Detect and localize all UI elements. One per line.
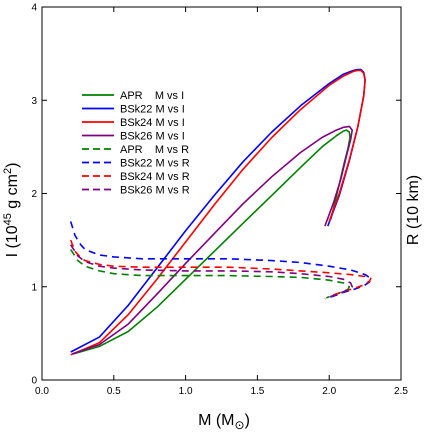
x-tick-label: 1.0 [179,386,193,397]
legend-label: BSk22 M vs I [120,104,185,116]
y-tick-label: 4 [31,3,37,14]
series-line-bsk22-m-vs-i [70,68,366,353]
y-tick-label: 3 [31,96,37,107]
legend-label: BSk26 M vs I [120,131,185,143]
x-tick-label: 0.0 [35,386,49,397]
legend-label: APR M vs I [120,90,184,102]
x-tick-label: 1.5 [250,386,264,397]
y-tick-label: 1 [31,282,37,293]
ticks-layer: 0.0 0.5 1.0 1.5 2.0 2.5 0 1 2 3 4 [31,3,408,398]
series-line-bsk26-m-vs-r [70,244,354,300]
y-axis-right-label: R (10 km) [405,175,422,245]
y-tick-label: 0 [31,376,37,387]
x-axis-label: M (M⊙) [198,412,250,432]
x-tick-label: 2.5 [394,386,408,397]
series-line-bsk24-m-vs-i [70,69,366,356]
series-line-bsk26-m-vs-i [71,125,354,355]
x-tick-label: 0.5 [107,386,121,397]
y-axis-left-label-sup2: 2 [2,168,14,174]
legend-label: BSk24 M vs R [120,171,190,183]
legend-label: BSk24 M vs I [120,117,185,129]
x-tick-label: 2.0 [322,386,336,397]
x-axis-label-subscript: ⊙ [235,418,245,432]
legend-label: BSk22 M vs R [120,158,190,170]
y-axis-left-label-sup: 45 [2,213,14,225]
legend-label: BSk26 M vs R [120,185,190,197]
series-line-bsk22-m-vs-r [69,221,372,299]
y-tick-label: 2 [31,189,37,200]
y-axis-left-label: I (1045 g cm2) [2,163,21,258]
series-line-bsk24-m-vs-r [69,239,372,297]
plot-frame [41,6,402,381]
legend-label: APR M vs R [120,144,189,156]
series-layer [69,68,372,356]
